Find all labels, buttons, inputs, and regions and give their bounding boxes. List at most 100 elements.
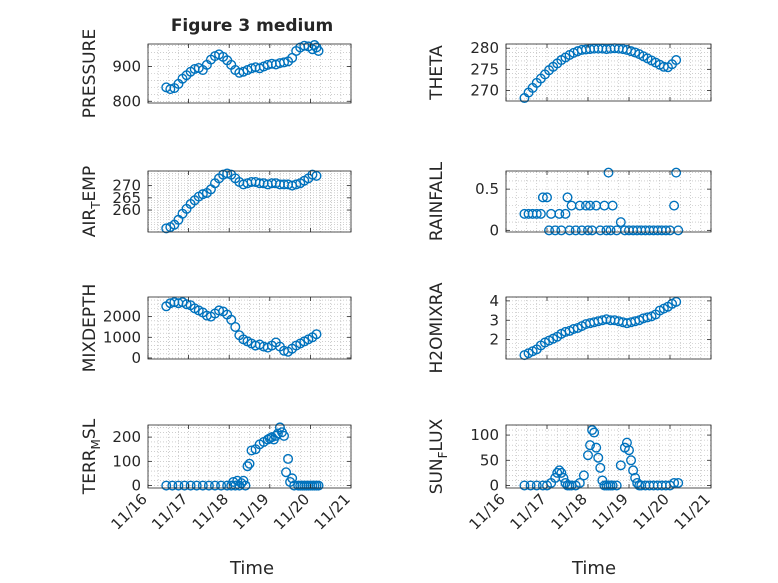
data-point bbox=[197, 189, 208, 200]
data-point bbox=[603, 167, 614, 178]
data-point bbox=[167, 480, 178, 491]
data-point bbox=[574, 477, 585, 488]
data-point bbox=[537, 192, 548, 203]
x-tick-label: 11/18 bbox=[548, 490, 591, 533]
data-point bbox=[576, 225, 587, 236]
y-tick-label: 1000 bbox=[103, 328, 141, 346]
axes-box bbox=[505, 170, 712, 233]
y-tick-label: 0 bbox=[131, 477, 141, 495]
data-point bbox=[313, 480, 324, 491]
y-tick-label: 260 bbox=[112, 201, 141, 219]
data-point bbox=[279, 430, 290, 441]
x-tick-label: 11/19 bbox=[589, 490, 632, 533]
x-tick-label: 11/16 bbox=[466, 490, 509, 533]
data-point bbox=[542, 192, 553, 203]
x-axis-label-right: Time bbox=[571, 558, 616, 579]
x-axis-label-left: Time bbox=[229, 558, 274, 579]
data-point bbox=[287, 473, 298, 484]
y-tick-label: 4 bbox=[489, 292, 499, 310]
y-axis-label: PRESSURE bbox=[80, 29, 100, 118]
subplot-pressure: 800 900 PRESSURE bbox=[80, 29, 352, 118]
data-point bbox=[165, 84, 176, 95]
y-tick-label: 50 bbox=[480, 451, 499, 469]
y-tick-label: 2000 bbox=[103, 308, 141, 326]
data-point bbox=[615, 217, 626, 228]
data-point bbox=[226, 314, 237, 325]
x-tick-label: 11/19 bbox=[229, 490, 272, 533]
data-point bbox=[242, 461, 253, 472]
data-point bbox=[554, 208, 565, 219]
y-axis-label: MIXDEPTH bbox=[80, 284, 100, 373]
data-point bbox=[550, 225, 561, 236]
data-point bbox=[578, 470, 589, 481]
y-tick-label: 270 bbox=[470, 81, 499, 99]
y-tick-label: 275 bbox=[470, 60, 499, 78]
x-tick-label: 11/21 bbox=[311, 490, 354, 533]
axes-box bbox=[147, 170, 352, 233]
data-point bbox=[246, 445, 257, 456]
y-axis-label: TERRMSL bbox=[80, 418, 103, 495]
data-point bbox=[197, 480, 208, 491]
data-point bbox=[605, 225, 616, 236]
data-point bbox=[593, 452, 604, 463]
data-point bbox=[624, 445, 635, 456]
data-point bbox=[531, 208, 542, 219]
figure-title: Figure 3 medium bbox=[171, 16, 333, 36]
data-point bbox=[630, 472, 641, 483]
data-point bbox=[626, 455, 637, 466]
y-tick-label: 900 bbox=[112, 58, 141, 76]
data-point bbox=[181, 299, 192, 310]
y-tick-label: 3 bbox=[489, 311, 499, 329]
data-point bbox=[238, 475, 249, 486]
x-tick-label: 11/17 bbox=[148, 490, 191, 533]
axes-box bbox=[147, 43, 352, 104]
data-point bbox=[591, 442, 602, 453]
data-point bbox=[669, 477, 680, 488]
data-point bbox=[307, 169, 318, 180]
data-point bbox=[585, 200, 596, 211]
data-point bbox=[556, 467, 567, 478]
y-tick-label: 0.5 bbox=[475, 180, 499, 198]
data-point bbox=[570, 225, 581, 236]
data-point bbox=[595, 462, 606, 473]
y-axis-label: THETA bbox=[427, 45, 447, 101]
data-point bbox=[203, 480, 214, 491]
data-point bbox=[671, 167, 682, 178]
axes-box bbox=[147, 424, 352, 489]
x-tick-label: 11/21 bbox=[671, 490, 714, 533]
y-tick-label: 270 bbox=[112, 177, 141, 195]
subplot-rainfall: 0 0.5 RAINFALL bbox=[427, 161, 712, 241]
y-tick-label: 200 bbox=[112, 428, 141, 446]
subplot-theta: 270 275 280 THETA bbox=[427, 39, 712, 104]
data-point bbox=[669, 200, 680, 211]
y-tick-label: 100 bbox=[112, 452, 141, 470]
data-point bbox=[607, 200, 618, 211]
data-point bbox=[209, 480, 220, 491]
data-point bbox=[671, 55, 682, 66]
data-point bbox=[611, 480, 622, 491]
data-point bbox=[673, 477, 684, 488]
data-point bbox=[279, 57, 290, 68]
data-point bbox=[580, 200, 591, 211]
data-point bbox=[671, 296, 682, 307]
y-tick-label: 100 bbox=[470, 426, 499, 444]
data-point bbox=[615, 460, 626, 471]
data-point bbox=[601, 225, 612, 236]
data-point bbox=[311, 329, 322, 340]
x-tick-label: 11/20 bbox=[270, 490, 313, 533]
data-point bbox=[216, 480, 227, 491]
plot-area bbox=[506, 425, 711, 488]
data-point bbox=[283, 453, 294, 464]
data-point bbox=[607, 480, 618, 491]
data-point bbox=[574, 200, 585, 211]
data-point bbox=[230, 480, 241, 491]
data-point bbox=[519, 480, 530, 491]
axes-box bbox=[147, 296, 352, 360]
data-point bbox=[583, 225, 594, 236]
data-point bbox=[562, 192, 573, 203]
y-tick-label: 2 bbox=[489, 331, 499, 349]
